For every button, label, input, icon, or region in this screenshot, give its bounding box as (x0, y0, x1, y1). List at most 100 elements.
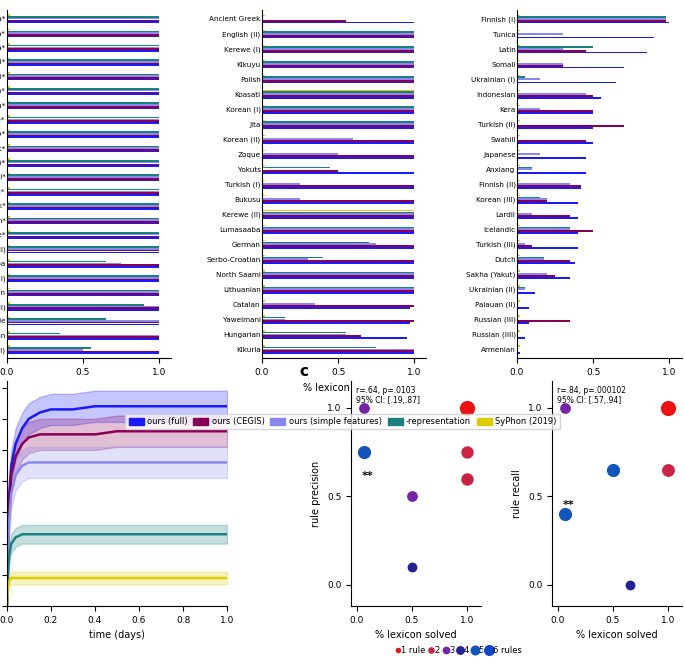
Bar (262, 320, 414, 322)
Bar (7, 304, 144, 306)
Bar (7, 194, 159, 196)
Bar (262, 33, 414, 35)
Bar (517, 198, 547, 200)
Bar (517, 37, 654, 39)
Bar (517, 93, 586, 95)
Bar (7, 246, 159, 248)
Bar (7, 264, 159, 266)
Bar (517, 180, 520, 181)
Text: c: c (299, 364, 308, 379)
Bar (7, 334, 159, 336)
Bar (7, 91, 159, 93)
Bar (517, 17, 667, 18)
Bar (7, 165, 159, 167)
Bar (517, 165, 520, 166)
Bar (7, 61, 159, 63)
Bar (262, 217, 414, 218)
Bar (262, 335, 361, 337)
Bar (262, 91, 414, 93)
Bar (7, 135, 159, 137)
Text: r=.84, p=.000102
95% CI: [.57,.94]: r=.84, p=.000102 95% CI: [.57,.94] (557, 386, 626, 405)
Bar (517, 67, 623, 69)
Bar (262, 63, 414, 65)
Bar (7, 57, 10, 59)
Bar (262, 61, 414, 63)
Bar (517, 230, 593, 232)
Bar (7, 288, 10, 290)
Bar (262, 286, 414, 288)
Bar (7, 278, 159, 280)
Bar (7, 318, 106, 320)
Bar (262, 82, 414, 83)
X-axis label: time (days): time (days) (89, 630, 145, 640)
Bar (7, 31, 159, 32)
Bar (7, 322, 159, 324)
Bar (517, 194, 520, 196)
Bar (517, 285, 520, 286)
Bar (262, 29, 265, 31)
Bar (7, 324, 159, 325)
Bar (517, 168, 532, 170)
Bar (262, 260, 414, 262)
Point (462, 474, 473, 484)
Bar (517, 29, 520, 31)
Y-axis label: rule precision: rule precision (312, 461, 321, 527)
Bar (7, 349, 83, 350)
Bar (262, 258, 308, 260)
Bar (7, 74, 159, 75)
Bar (262, 78, 414, 80)
Bar (7, 133, 159, 135)
Bar (7, 221, 159, 222)
Bar (517, 135, 520, 137)
Bar (517, 157, 586, 159)
Bar (7, 29, 10, 31)
Bar (7, 236, 159, 237)
Bar (262, 37, 414, 39)
Bar (517, 256, 545, 258)
Bar (7, 149, 159, 151)
Bar (517, 243, 525, 245)
Point (359, 447, 370, 458)
Bar (517, 288, 525, 290)
Bar (7, 50, 159, 52)
Bar (262, 50, 414, 52)
Bar (7, 230, 10, 232)
Text: r=.64, p=.0103
95% CI: [.19,.87]: r=.64, p=.0103 95% CI: [.19,.87] (356, 386, 421, 405)
X-axis label: % lexicon solved: % lexicon solved (303, 383, 385, 393)
Bar (262, 290, 414, 292)
Bar (262, 90, 414, 91)
Bar (262, 125, 414, 127)
Bar (7, 346, 10, 347)
Bar (7, 237, 159, 239)
Bar (262, 15, 265, 16)
Bar (7, 45, 159, 47)
Bar (262, 180, 265, 181)
Bar (7, 232, 159, 234)
Bar (7, 144, 10, 146)
Bar (262, 225, 265, 226)
X-axis label: % lexicon solved: % lexicon solved (375, 630, 457, 640)
Bar (7, 65, 159, 66)
Bar (7, 203, 159, 205)
Bar (262, 60, 265, 61)
Bar (7, 75, 159, 77)
Bar (262, 47, 414, 48)
Bar (517, 50, 586, 52)
Point (406, 491, 417, 501)
Bar (7, 189, 159, 190)
Bar (262, 123, 414, 125)
Bar (517, 22, 669, 23)
Text: **: ** (562, 500, 574, 510)
Bar (262, 347, 376, 348)
Bar (517, 292, 535, 294)
Bar (7, 93, 159, 95)
Bar (262, 200, 414, 202)
Bar (262, 65, 414, 67)
Bar (7, 106, 159, 107)
Bar (7, 190, 159, 192)
Bar (7, 208, 159, 210)
Bar (7, 36, 159, 37)
Bar (7, 291, 159, 293)
Bar (262, 95, 414, 97)
Bar (517, 196, 540, 198)
